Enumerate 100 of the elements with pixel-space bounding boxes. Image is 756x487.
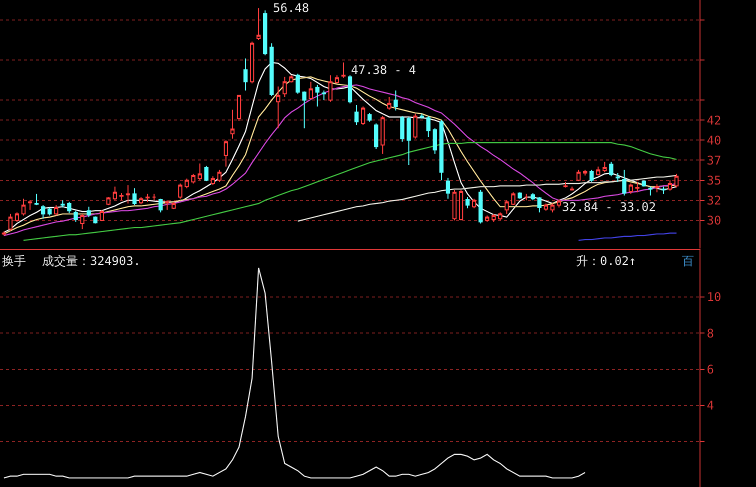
candlestick xyxy=(563,181,568,188)
candlestick xyxy=(204,165,208,182)
candlestick xyxy=(74,210,78,222)
annotation: 32.84 - 33.02 xyxy=(562,200,656,214)
candlestick xyxy=(368,112,372,122)
line-series xyxy=(3,267,586,479)
candlestick xyxy=(387,96,392,110)
candlestick xyxy=(420,113,424,120)
candlestick xyxy=(492,213,496,222)
candlestick xyxy=(406,116,411,166)
candlestick xyxy=(668,180,672,192)
candlestick xyxy=(93,216,98,224)
candlestick xyxy=(354,104,359,126)
y-tick-label: 42 xyxy=(706,113,722,128)
candlestick xyxy=(583,169,588,176)
candlestick xyxy=(674,173,679,188)
candlestick xyxy=(498,212,502,221)
annotation: 56.48 xyxy=(273,1,310,15)
candlestick xyxy=(48,207,52,216)
candlestick xyxy=(41,204,46,220)
y-tick-label: 40 xyxy=(706,133,722,148)
candlestick xyxy=(224,140,228,168)
candlestick xyxy=(334,74,340,84)
candlestick xyxy=(256,8,261,41)
candlestick xyxy=(236,94,242,122)
line-series xyxy=(578,232,678,241)
candlestick xyxy=(172,201,176,210)
candlestick xyxy=(276,86,280,129)
candlestick xyxy=(530,192,535,201)
candlestick xyxy=(230,109,235,140)
candlestick xyxy=(315,84,320,108)
candlestick xyxy=(296,73,300,94)
candlestick xyxy=(328,74,333,102)
candlestick xyxy=(263,10,268,56)
candlestick xyxy=(465,196,470,209)
candlestick xyxy=(570,186,574,192)
candlestick xyxy=(504,200,509,214)
candlestick xyxy=(432,128,437,154)
candlestick xyxy=(374,122,378,150)
candlestick xyxy=(270,42,274,97)
candlestick xyxy=(544,203,548,212)
candlestick xyxy=(537,196,542,213)
candlestick xyxy=(446,177,450,200)
candlestick xyxy=(178,182,182,200)
candlestick xyxy=(400,116,404,142)
y-tick-label: 30 xyxy=(706,214,722,228)
candlestick xyxy=(119,192,124,201)
candlestick xyxy=(511,192,516,206)
candlestick xyxy=(322,90,326,101)
y-tick-label: 35 xyxy=(706,173,722,188)
candlestick xyxy=(86,206,91,218)
candlestick xyxy=(550,203,555,213)
candlestick xyxy=(556,199,562,208)
candlestick xyxy=(308,81,313,100)
candlestick xyxy=(394,90,398,112)
candlestick xyxy=(184,178,189,189)
y-tick-label: 6 xyxy=(706,362,714,377)
candlestick xyxy=(112,186,118,201)
candlestick xyxy=(602,161,607,173)
candlestick xyxy=(152,193,156,201)
candlestick xyxy=(642,180,646,188)
candlestick xyxy=(165,200,170,210)
candlestick xyxy=(524,193,528,201)
candlestick xyxy=(60,200,65,208)
candlestick xyxy=(28,200,32,210)
candlestick xyxy=(132,188,137,206)
candlestick xyxy=(576,169,581,182)
candlestick xyxy=(243,58,248,92)
annotation: 成交量：324903. xyxy=(42,254,141,268)
candlestick xyxy=(106,196,110,206)
candlestick xyxy=(472,198,476,209)
candlestick xyxy=(439,120,444,181)
candlestick xyxy=(158,198,163,213)
candlestick xyxy=(217,169,222,182)
candlestick xyxy=(145,193,150,202)
annotation: 47.38 - 4 xyxy=(351,63,416,77)
candlestick xyxy=(250,41,254,84)
candlestick xyxy=(661,186,666,194)
candlestick xyxy=(426,116,430,138)
candlestick xyxy=(302,90,306,129)
candlestick xyxy=(54,204,58,216)
candlestick xyxy=(380,116,385,154)
candlestick xyxy=(14,212,20,222)
candlestick xyxy=(8,213,13,232)
candlestick xyxy=(413,113,418,140)
candlestick xyxy=(628,182,633,194)
candlestick xyxy=(191,173,196,184)
candlestick xyxy=(478,189,483,224)
candlestick xyxy=(341,62,346,78)
y-tick-label: 4 xyxy=(706,398,714,413)
candlestick xyxy=(34,193,39,206)
candlestick xyxy=(648,186,652,196)
candlestick xyxy=(67,201,72,214)
candlestick xyxy=(138,196,144,205)
candlestick xyxy=(452,189,457,221)
text: 百 xyxy=(682,254,694,268)
y-tick-label: 8 xyxy=(706,326,714,340)
candlestick xyxy=(360,106,366,126)
candlestick xyxy=(654,184,660,193)
candlestick xyxy=(609,161,614,177)
